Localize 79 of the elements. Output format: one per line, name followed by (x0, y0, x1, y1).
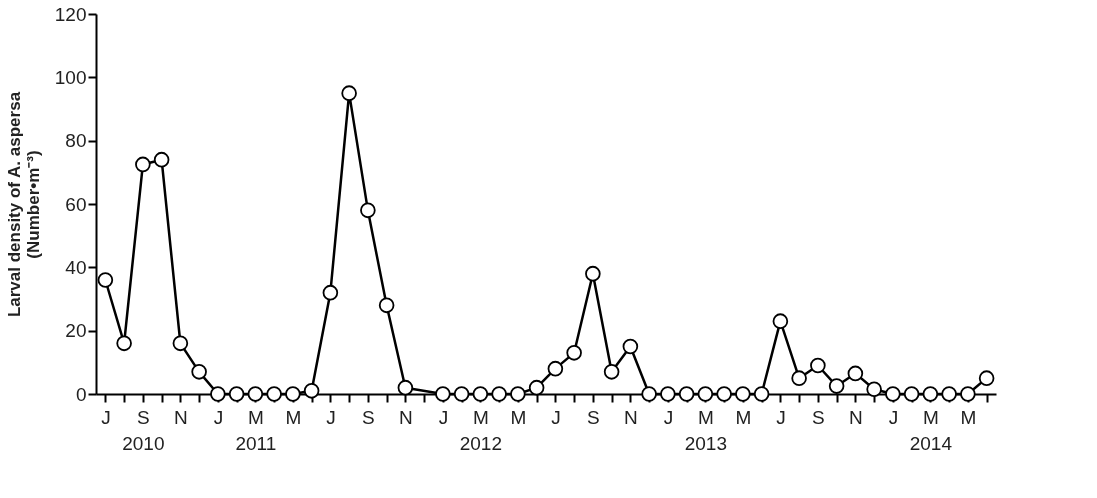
point (510, 386, 526, 402)
point (753, 386, 770, 402)
point (903, 386, 920, 402)
point (716, 386, 732, 402)
point (641, 386, 657, 402)
x-tick-label: M 2014 (909, 406, 953, 454)
point (435, 386, 451, 402)
point (397, 379, 414, 396)
point (885, 386, 901, 402)
point (191, 364, 207, 380)
x-tick-label: N (174, 406, 188, 428)
point (810, 357, 826, 374)
point (697, 386, 714, 402)
y-tick-label: 0 (75, 383, 87, 405)
x-tick-label: M 2013 (684, 406, 728, 454)
x-tick-label: M 2012 (459, 406, 503, 454)
x-tick-label: J (213, 406, 224, 428)
y-tick-label: 100 (54, 66, 87, 88)
point (791, 370, 807, 386)
x-tick-label: S (812, 406, 825, 428)
x-tick-label: J (101, 406, 111, 428)
x-tick-label: S 2010 (122, 406, 165, 454)
point (847, 365, 864, 382)
point (266, 386, 282, 402)
point (210, 386, 226, 402)
y-tick-label: 20 (65, 320, 87, 342)
point (341, 85, 357, 101)
y-tick-label: 40 (65, 256, 87, 278)
point (285, 386, 301, 402)
point (97, 272, 114, 288)
point (153, 151, 170, 168)
point (472, 386, 489, 402)
point (378, 297, 395, 314)
x-tick-label: M 2011 (235, 406, 277, 454)
y-tick-label: 80 (65, 130, 87, 152)
point (135, 156, 151, 173)
y-axis-title: Larval density of A. aspersa (Number•m⁻³) (4, 91, 43, 318)
x-tick-label: J (326, 406, 336, 428)
x-tick-label: J (776, 406, 786, 428)
point (978, 370, 995, 386)
point (491, 386, 507, 402)
point (678, 386, 695, 402)
point (828, 378, 845, 394)
point (603, 364, 620, 380)
x-tick-label: M (285, 406, 302, 428)
point (453, 386, 470, 402)
x-tick-label: M (735, 406, 752, 428)
point (547, 360, 564, 377)
point (735, 386, 751, 402)
x-tick-label: M (960, 406, 977, 428)
point (622, 338, 639, 355)
x-tick-label: S (587, 406, 600, 428)
point (228, 386, 245, 402)
point (172, 335, 189, 352)
point (566, 345, 582, 361)
x-tick-label: N (624, 406, 638, 428)
point (772, 313, 789, 329)
point (941, 386, 957, 402)
point (866, 381, 882, 398)
point (528, 379, 545, 396)
x-tick-label: J (551, 406, 561, 428)
point (360, 202, 376, 219)
point (247, 386, 264, 402)
y-tick-label: 120 (54, 3, 87, 25)
x-tick-label: N (399, 406, 413, 428)
x-tick-label: S (362, 406, 375, 428)
point (922, 386, 939, 402)
x-tick-label: N (849, 406, 863, 428)
point (960, 386, 976, 402)
point (322, 284, 339, 301)
x-tick-label: M (510, 406, 527, 428)
x-tick-label: J (438, 406, 449, 428)
x-tick-label: J (888, 406, 899, 428)
x-tick-label: J (663, 406, 674, 428)
point (116, 335, 132, 352)
point (585, 265, 601, 282)
point (660, 386, 676, 402)
y-tick-label: 60 (65, 193, 87, 215)
point (303, 383, 320, 399)
